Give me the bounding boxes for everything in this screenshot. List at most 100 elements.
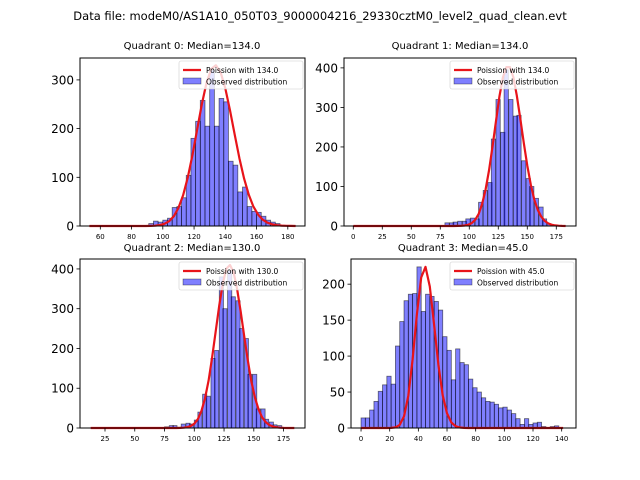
legend-bar-swatch — [182, 77, 202, 85]
x-tick-label: 80 — [471, 435, 480, 443]
x-tick-label: 100 — [498, 435, 511, 443]
y-tick-label: 150 — [322, 314, 345, 328]
y-tick-label: 200 — [51, 342, 74, 356]
histogram-bar — [251, 210, 257, 227]
y-tick-label: 300 — [51, 73, 74, 87]
y-tick-label: 0 — [66, 220, 74, 234]
x-tick-label: 40 — [414, 435, 423, 443]
y-tick-label: 400 — [315, 61, 338, 75]
histogram-bar — [218, 98, 225, 227]
y-tick-label: 300 — [51, 302, 74, 316]
histogram-bar — [468, 378, 474, 429]
subplot-quadrant-3: Quadrant 3: Median=45.0 0 50 100 150 200 0 20 4… — [322, 243, 577, 443]
histogram-bar — [228, 160, 234, 227]
x-tick-label: 175 — [550, 233, 563, 241]
x-tick-label: 180 — [281, 233, 294, 241]
histogram-bar — [425, 293, 431, 429]
x-tick-label: 125 — [217, 435, 230, 443]
histogram-bar — [511, 413, 517, 429]
x-tick-label: 125 — [492, 233, 505, 241]
y-tick-label: 100 — [315, 180, 338, 194]
axes-frame — [350, 258, 577, 429]
legend: Poission with 45.0 Observed distribution — [449, 261, 575, 291]
histogram-bar — [214, 350, 220, 429]
legend-box — [449, 60, 575, 90]
histogram-bar — [399, 321, 405, 429]
legend-label: Observed distribution — [206, 279, 287, 288]
subplot-quadrant-0: Quadrant 0: Median=134.0 0 100 200 300 60 80 1… — [51, 41, 306, 241]
x-tick-label: 150 — [247, 435, 260, 443]
x-tick-label: 50 — [407, 233, 416, 241]
y-tick-label: 200 — [315, 140, 338, 154]
y-tick-label: 200 — [322, 278, 345, 292]
axes-frame — [79, 57, 306, 227]
x-tick-label: 100 — [188, 435, 201, 443]
histogram-bar — [493, 403, 500, 429]
histogram-bar — [377, 390, 383, 429]
legend-label: Poission with 45.0 — [477, 267, 545, 276]
legend-label: Poission with 130.0 — [206, 267, 279, 276]
y-tick-label: 0 — [66, 422, 74, 436]
x-tick-label: 120 — [187, 233, 200, 241]
histogram-bar — [476, 391, 482, 429]
histogram-bar — [524, 418, 530, 429]
histogram-bar — [209, 69, 215, 227]
histogram-bar — [489, 401, 495, 429]
histogram-bar — [204, 125, 211, 227]
histogram-bar — [360, 417, 366, 429]
y-tick-label: 0 — [337, 422, 345, 436]
legend-box — [449, 261, 575, 291]
histogram-bars — [444, 69, 552, 227]
subplot-quadrant-2: Quadrant 2: Median=130.0 0 100 200 300 400 25… — [51, 243, 306, 443]
histogram-bar — [373, 400, 379, 429]
histogram-bar — [246, 206, 253, 227]
histogram-bar — [199, 99, 206, 227]
x-tick-label: 150 — [521, 233, 534, 241]
legend: Poission with 134.0 Observed distribution — [449, 60, 575, 90]
axes-frame — [79, 258, 306, 429]
histogram-bar — [230, 296, 236, 429]
histogram-bar — [213, 125, 220, 227]
subplot-quadrant-1: Quadrant 1: Median=134.0 0 100 200 300 400 0 2… — [315, 41, 577, 241]
histogram-bar — [223, 101, 229, 227]
x-tick-label: 160 — [250, 233, 263, 241]
histogram-bar — [502, 406, 508, 429]
subplot-title: Quadrant 0: Median=134.0 — [124, 41, 261, 52]
y-tick-label: 100 — [51, 171, 74, 185]
y-tick-label: 100 — [322, 350, 345, 364]
histogram-bar — [508, 99, 514, 227]
x-tick-label: 0 — [351, 233, 355, 241]
legend-bar-swatch — [453, 77, 473, 85]
histogram-bar — [503, 69, 509, 227]
axes-frame — [343, 57, 577, 227]
y-tick-label: 100 — [51, 382, 74, 396]
legend: Poission with 130.0 Observed distribution — [178, 261, 304, 291]
x-tick-label: 120 — [526, 435, 539, 443]
histogram-bar — [181, 197, 187, 227]
histogram-bar — [506, 409, 512, 429]
x-tick-label: 20 — [385, 435, 394, 443]
x-tick-label: 60 — [96, 233, 105, 241]
histogram-bar — [386, 375, 392, 429]
histogram-bar — [369, 409, 375, 429]
legend-box — [178, 261, 304, 291]
x-tick-label: 80 — [127, 233, 136, 241]
histogram-bar — [390, 383, 396, 429]
legend-bar-swatch — [453, 278, 473, 286]
y-tick-label: 0 — [330, 220, 338, 234]
legend-bar-swatch — [182, 278, 202, 286]
legend-label: Observed distribution — [477, 279, 558, 288]
figure-suptitle: Data file: modeM0/AS1A10_050T03_90000042… — [73, 9, 567, 23]
legend-label: Observed distribution — [477, 78, 558, 87]
histogram-bar — [516, 114, 522, 227]
histogram-bar — [395, 345, 401, 429]
x-tick-label: 0 — [359, 435, 363, 443]
x-tick-label: 25 — [101, 435, 110, 443]
histogram-bar — [485, 400, 491, 429]
histogram-bar — [515, 418, 521, 429]
y-tick-label: 50 — [330, 386, 345, 400]
legend-label: Poission with 134.0 — [477, 66, 550, 75]
x-tick-label: 75 — [160, 435, 169, 443]
histogram-bar — [521, 160, 527, 227]
